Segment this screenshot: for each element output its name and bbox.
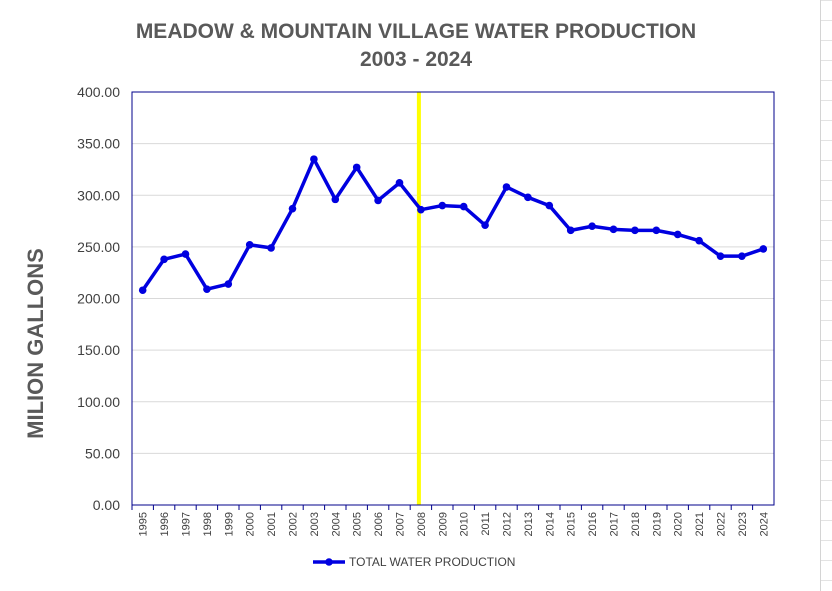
legend: TOTAL WATER PRODUCTION bbox=[313, 555, 515, 569]
data-point bbox=[267, 244, 275, 252]
data-point bbox=[181, 250, 190, 258]
y-tick-label: 150.00 bbox=[77, 342, 120, 358]
x-tick-label: 2000 bbox=[245, 512, 257, 536]
data-point bbox=[438, 201, 447, 210]
data-point bbox=[374, 196, 382, 205]
data-point bbox=[459, 202, 468, 211]
x-tick-label: 2022 bbox=[716, 512, 728, 536]
data-point bbox=[310, 155, 318, 163]
x-tick-label: 1995 bbox=[138, 512, 150, 536]
legend-label: TOTAL WATER PRODUCTION bbox=[349, 555, 515, 569]
data-point bbox=[224, 280, 233, 288]
data-point bbox=[716, 252, 725, 260]
x-tick-label: 2015 bbox=[566, 512, 578, 536]
data-point bbox=[203, 285, 211, 294]
x-tick-label: 2013 bbox=[523, 512, 535, 536]
x-tick-label: 2024 bbox=[758, 512, 770, 536]
x-tick-label: 1996 bbox=[159, 512, 171, 536]
x-tick-label: 2023 bbox=[737, 512, 749, 536]
x-tick-labels: 1995 1996 1997 1998 1999 2000 2001 2002 2003 2004… bbox=[131, 505, 770, 536]
series-group bbox=[138, 155, 768, 295]
x-tick-label: 2008 bbox=[416, 512, 428, 536]
data-point bbox=[288, 204, 297, 213]
x-tick-label: 1998 bbox=[202, 512, 214, 536]
x-tick-label: 2001 bbox=[266, 512, 278, 536]
data-point bbox=[395, 179, 404, 187]
data-point bbox=[481, 221, 489, 229]
y-tick-label: 50.00 bbox=[85, 445, 120, 461]
x-tick-label: 2004 bbox=[330, 512, 342, 536]
data-point bbox=[352, 163, 361, 172]
x-tick-label: 2011 bbox=[480, 512, 492, 536]
x-tick-label: 1999 bbox=[223, 512, 235, 536]
x-tick-label: 2012 bbox=[502, 512, 514, 536]
data-point bbox=[738, 252, 746, 260]
data-point bbox=[502, 183, 511, 191]
x-tick-label: 2009 bbox=[437, 512, 449, 536]
y-tick-label: 400.00 bbox=[77, 84, 120, 100]
data-point bbox=[631, 226, 639, 235]
y-tick-label: 300.00 bbox=[77, 187, 120, 203]
x-tick-label: 2010 bbox=[459, 512, 471, 536]
y-tick-labels: 0.00 50.00 100.00 150.00 200.00 250.00 300.00 3… bbox=[77, 84, 120, 513]
data-point bbox=[588, 222, 596, 231]
data-point bbox=[331, 195, 340, 204]
chart-title: MEADOW & MOUNTAIN VILLAGE WATER PRODUCTI… bbox=[135, 20, 697, 43]
x-tick-label: 2018 bbox=[630, 512, 642, 536]
data-point bbox=[138, 286, 147, 295]
data-point bbox=[609, 225, 618, 234]
plot-border bbox=[131, 91, 775, 506]
x-tick-label: 2020 bbox=[673, 512, 685, 536]
x-tick-label: 2006 bbox=[373, 512, 385, 536]
data-point bbox=[673, 230, 682, 239]
x-tick-label: 2019 bbox=[651, 512, 663, 536]
x-tick-label: 2002 bbox=[288, 512, 300, 536]
y-tick-label: 200.00 bbox=[77, 291, 120, 307]
data-point bbox=[524, 193, 532, 202]
x-tick-label: 1997 bbox=[181, 512, 193, 536]
y-tick-label: 350.00 bbox=[77, 136, 120, 152]
y-tick-label: 0.00 bbox=[93, 497, 120, 513]
x-tick-label: 2005 bbox=[352, 512, 364, 536]
data-point bbox=[245, 241, 254, 249]
x-tick-label: 2007 bbox=[395, 512, 407, 536]
x-tick-label: 2003 bbox=[309, 512, 321, 536]
data-point bbox=[652, 226, 661, 235]
data-point bbox=[417, 205, 425, 214]
y-tick-label: 100.00 bbox=[77, 394, 120, 410]
x-tick-label: 2016 bbox=[587, 512, 599, 536]
chart-subtitle: 2003 - 2024 bbox=[359, 48, 473, 71]
data-point bbox=[545, 201, 554, 210]
data-point bbox=[759, 245, 768, 253]
data-point bbox=[566, 226, 575, 235]
x-tick-label: 2017 bbox=[609, 512, 621, 536]
data-point bbox=[695, 236, 703, 245]
legend-marker-icon bbox=[325, 558, 333, 566]
data-point bbox=[160, 255, 168, 264]
y-tick-label: 250.00 bbox=[77, 239, 120, 255]
x-tick-label: 2021 bbox=[694, 512, 706, 536]
y-axis-label: MILION GALLONS bbox=[23, 248, 48, 439]
x-tick-label: 2014 bbox=[544, 512, 556, 536]
